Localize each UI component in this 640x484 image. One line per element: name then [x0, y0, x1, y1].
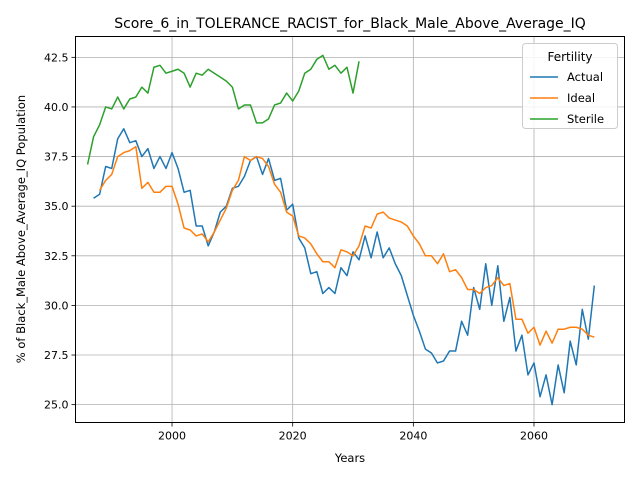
legend-label-sterile: Sterile: [567, 112, 604, 126]
x-tick-label: 2060: [520, 430, 548, 443]
x-axis-ticks: 2000 2020 2040 2060: [158, 422, 548, 443]
series-line-sterile: [86, 54, 360, 165]
legend-entries: Actual Ideal Sterile: [530, 70, 604, 126]
series-line-actual: [93, 128, 596, 406]
legend-label-ideal: Ideal: [567, 91, 595, 105]
x-tick-label: 2040: [399, 430, 427, 443]
legend: Fertility Actual Ideal Sterile: [522, 43, 618, 129]
y-tick-label: 40.0: [44, 101, 69, 114]
legend-label-actual: Actual: [567, 70, 603, 84]
y-tick-label: 30.0: [44, 299, 69, 312]
y-tick-label: 27.5: [44, 349, 69, 362]
legend-title: Fertility: [547, 50, 592, 64]
y-tick-label: 42.5: [44, 51, 69, 64]
y-tick-label: 35.0: [44, 200, 69, 213]
y-tick-label: 25.0: [44, 399, 69, 412]
plot-area-frame: [75, 36, 625, 423]
series-line-ideal: [98, 145, 595, 346]
x-axis-label: Years: [334, 451, 365, 465]
y-axis-ticks: 25.0 27.5 30.0 32.5 35.0 37.5 40.0 42.5: [44, 51, 76, 412]
y-tick-label: 37.5: [44, 151, 69, 164]
y-tick-label: 32.5: [44, 250, 69, 263]
series-lines: [86, 54, 596, 406]
x-tick-label: 2020: [279, 430, 307, 443]
y-axis-label: % of Black_Male Above_Average_IQ Populat…: [14, 95, 28, 363]
chart-title: Score_6_in_TOLERANCE_RACIST_for_Black_Ma…: [114, 16, 586, 32]
x-tick-label: 2000: [158, 430, 186, 443]
legend-frame: [522, 43, 618, 129]
